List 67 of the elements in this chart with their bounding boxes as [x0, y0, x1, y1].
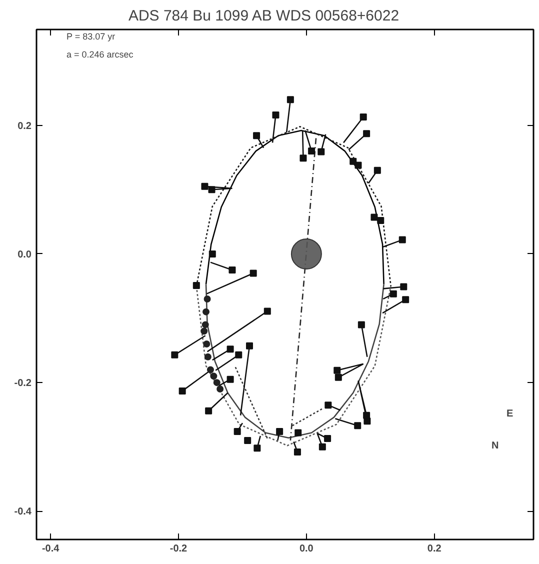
point	[294, 429, 302, 436]
x-tick-label: 0.0	[299, 544, 314, 554]
point	[272, 112, 280, 119]
point	[318, 443, 326, 450]
point	[276, 428, 284, 435]
point	[300, 154, 307, 162]
point	[286, 96, 294, 104]
point	[398, 236, 406, 244]
point	[363, 130, 370, 138]
point	[244, 436, 252, 444]
point	[171, 351, 178, 358]
x-tick-label: -0.2	[170, 544, 188, 554]
annotation: P = 83.07 yr	[66, 32, 116, 42]
point	[358, 321, 365, 328]
y-tick-label: -0.2	[14, 378, 32, 390]
annotation: N	[492, 440, 499, 452]
point	[203, 340, 210, 348]
point	[234, 428, 241, 435]
point	[202, 308, 210, 316]
point	[204, 295, 211, 302]
y-tick-label: -0.4	[14, 506, 32, 518]
point	[204, 353, 212, 360]
point	[374, 166, 381, 174]
point	[228, 266, 236, 274]
point	[178, 387, 186, 394]
x-tick-label: 0.2	[427, 544, 442, 554]
point	[354, 422, 362, 430]
point	[294, 448, 301, 456]
point	[324, 402, 332, 409]
point	[254, 444, 261, 452]
point	[210, 372, 218, 380]
annotation: E	[506, 408, 514, 420]
point	[202, 321, 209, 328]
point	[206, 366, 214, 374]
point	[192, 282, 200, 289]
point	[226, 376, 234, 383]
point	[205, 407, 212, 414]
point	[360, 113, 367, 120]
chart-title: ADS 784 Bu 1099 AB WDS 00568+6022	[128, 8, 400, 24]
x-tick-label: -0.4	[42, 544, 60, 554]
point	[264, 308, 271, 315]
point	[201, 182, 208, 190]
point	[253, 132, 260, 140]
point	[334, 366, 341, 374]
point	[402, 296, 410, 304]
point	[235, 351, 242, 358]
point	[246, 342, 253, 350]
point	[213, 379, 220, 386]
annotation: a = 0.246 arcsec	[66, 50, 134, 60]
point	[377, 217, 384, 224]
point	[208, 250, 216, 258]
point	[250, 270, 257, 277]
point	[200, 328, 208, 335]
point	[216, 386, 224, 392]
point	[308, 148, 316, 155]
point	[208, 186, 216, 194]
point	[390, 290, 397, 298]
point	[400, 283, 408, 290]
point	[226, 346, 234, 353]
point	[370, 214, 378, 221]
point	[364, 418, 371, 425]
point	[324, 435, 332, 442]
point	[318, 148, 325, 156]
y-tick-label: 0.0	[18, 249, 32, 260]
point	[354, 162, 362, 169]
y-tick-label: 0.2	[18, 120, 32, 132]
point	[334, 374, 342, 381]
